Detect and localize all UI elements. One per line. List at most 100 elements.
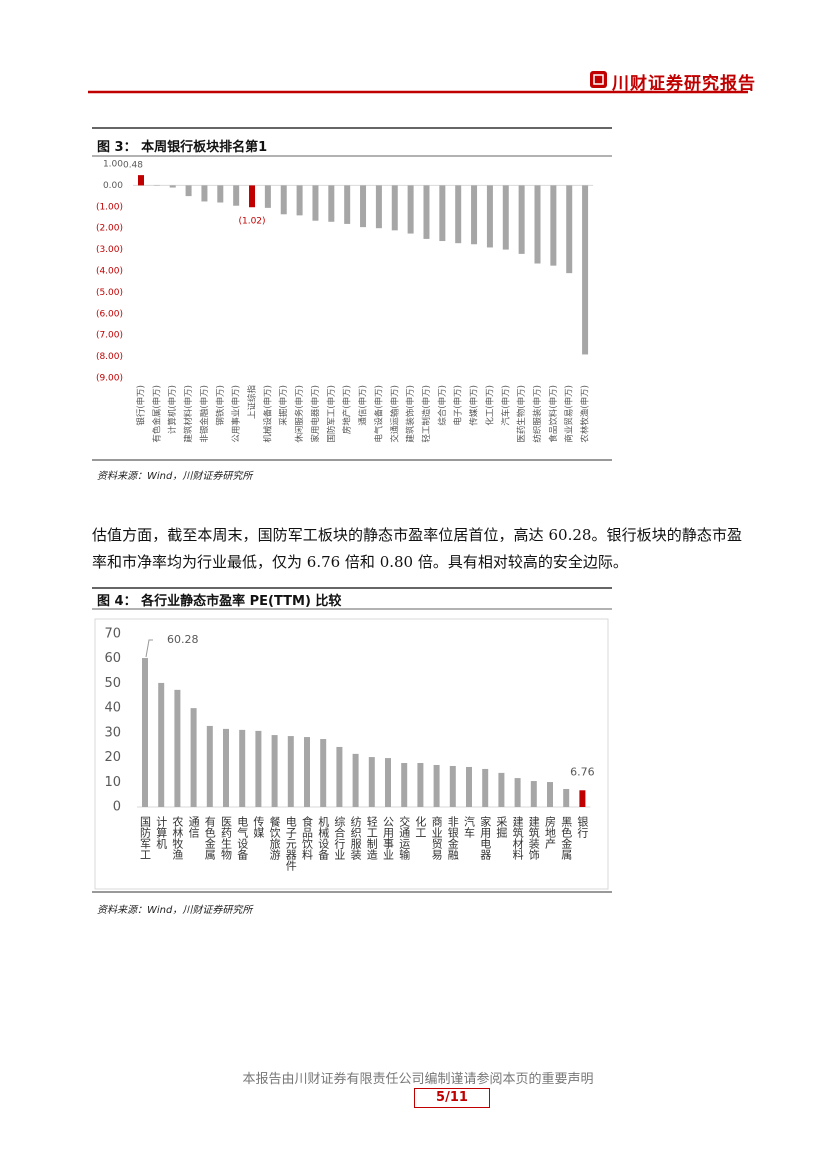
y-tick-label: (1.00) — [96, 202, 123, 212]
bar — [514, 778, 521, 807]
y-tick-label: 40 — [104, 701, 121, 716]
bar — [328, 185, 335, 222]
x-tick-label: 医药生物 — [220, 816, 233, 860]
x-tick-label: 国防军工 — [139, 816, 152, 860]
x-tick-label: 电子元器件 — [284, 816, 297, 872]
x-tick-label: 电气设备 — [236, 816, 249, 861]
x-tick-label: 食品饮料 — [301, 815, 314, 861]
x-tick-label: 房地产 — [544, 816, 557, 850]
y-tick-label: (9.00) — [96, 374, 123, 384]
x-tick-label: 有色金属(申万) — [151, 385, 162, 443]
data-label: 6.76 — [570, 765, 595, 778]
bar — [439, 185, 446, 242]
y-tick-label: 10 — [104, 775, 121, 790]
y-tick-label: 50 — [104, 676, 121, 691]
page-number: 5/11 — [414, 1088, 490, 1108]
bar — [407, 185, 414, 234]
x-tick-label: 黑色金属 — [560, 816, 573, 861]
y-tick-label: 30 — [104, 725, 121, 740]
x-tick-label: 家用电器 — [479, 815, 492, 861]
chart-title: 图 4： 各行业静态市盈率 PE(TTM) 比较 — [97, 594, 342, 609]
bar — [138, 175, 144, 186]
y-tick-label: 0 — [113, 800, 121, 815]
bar — [375, 185, 382, 229]
y-tick-label: (6.00) — [96, 309, 123, 319]
paragraph: 估值方面，截至本周末，国防军工板块的静态市盈率位居首位，高达 60.28。银行板… — [92, 526, 742, 571]
bar — [255, 730, 262, 807]
x-tick-label: 公用事业(申万) — [231, 385, 242, 443]
bar — [455, 185, 462, 244]
x-tick-label: 汽车(申万) — [500, 385, 511, 426]
x-tick-label: 上证综指 — [247, 385, 258, 420]
x-tick-label: 综合(申万) — [437, 385, 448, 426]
bar — [534, 185, 541, 264]
y-tick-label: (2.00) — [96, 224, 123, 234]
bar — [158, 682, 165, 807]
source: 资料来源：Wind，川财证券研究所 — [97, 471, 253, 482]
bar — [336, 746, 343, 807]
data-label: (1.02) — [238, 217, 265, 227]
x-tick-label: 有色金属 — [203, 815, 216, 861]
bar — [249, 185, 256, 208]
x-tick-label: 家用电器(申万) — [310, 385, 321, 443]
bar — [280, 185, 287, 215]
x-tick-label: 综合行业 — [333, 815, 346, 860]
source: 资料来源：Wind，川财证券研究所 — [97, 905, 253, 916]
bar — [169, 185, 176, 188]
bar — [385, 758, 391, 807]
bar — [547, 782, 553, 807]
bar — [423, 185, 430, 239]
x-tick-label: 农林牧渔 — [171, 815, 184, 861]
bar — [417, 763, 424, 807]
x-tick-label: 通信(申万) — [358, 385, 369, 426]
y-tick-label: (4.00) — [96, 267, 123, 277]
x-tick-label: 电子(申万) — [453, 385, 464, 426]
x-tick-label: 通信 — [187, 816, 200, 839]
bar — [206, 725, 213, 807]
x-tick-label: 银行 — [576, 815, 589, 839]
x-tick-label: 电气设备(申万) — [373, 385, 384, 443]
chart-box — [94, 618, 609, 890]
bar — [304, 737, 310, 807]
x-tick-label: 非银金融(申万) — [199, 385, 210, 443]
x-tick-label: 采掘 — [495, 816, 508, 839]
bar — [518, 185, 525, 254]
bar — [566, 185, 573, 274]
bar — [466, 766, 472, 807]
bar — [223, 728, 229, 807]
x-tick-label: 农林牧渔(申万) — [580, 385, 591, 443]
logo-mark — [593, 74, 604, 85]
bar — [296, 185, 303, 216]
bar — [563, 788, 570, 807]
x-tick-label: 商业贸易(申万) — [564, 385, 575, 443]
y-tick-label: (7.00) — [96, 331, 123, 341]
x-tick-label: 交通运输 — [398, 815, 411, 861]
x-tick-label: 建筑装饰(申万) — [405, 385, 416, 443]
logo — [590, 71, 607, 88]
bar — [449, 765, 456, 807]
x-tick-label: 休闲服务(申万) — [294, 385, 305, 443]
x-tick-label: 化工 — [414, 815, 427, 838]
x-tick-label: 交通运输(申万) — [389, 385, 400, 443]
bar — [352, 753, 359, 807]
x-tick-label: 商业贸易 — [430, 815, 443, 861]
x-tick-label: 传媒(申万) — [469, 385, 480, 426]
y-tick-label: 1.00 — [103, 160, 123, 170]
x-tick-label: 食品饮料(申万) — [548, 385, 559, 443]
bar — [502, 185, 509, 250]
bar — [239, 729, 246, 807]
chart-title: 图 3： 本周银行板块排名第1 — [97, 140, 268, 155]
bar — [217, 185, 224, 203]
x-tick-label: 采掘(申万) — [278, 385, 289, 426]
x-tick-label: 医药生物(申万) — [516, 385, 527, 443]
x-tick-label: 非银金融 — [446, 816, 459, 861]
bar — [471, 185, 478, 245]
bar — [498, 772, 505, 807]
bar — [401, 763, 408, 807]
bar — [142, 658, 148, 807]
label-leader — [145, 639, 153, 658]
x-tick-label: 房地产(申万) — [342, 385, 353, 434]
bar — [433, 764, 440, 807]
x-tick-label: 轻工制造 — [365, 815, 378, 860]
